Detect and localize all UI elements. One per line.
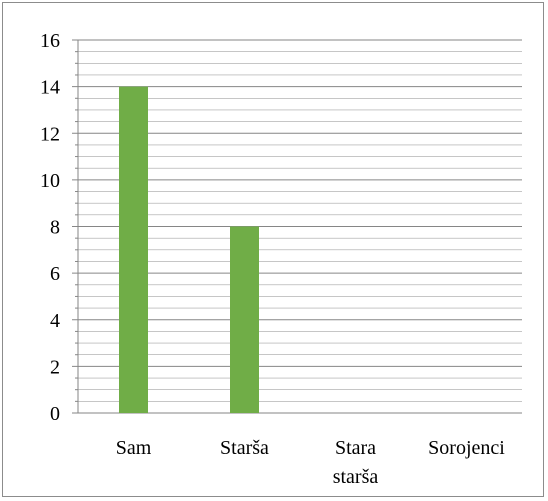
x-category-label-line: Stara xyxy=(335,437,376,459)
y-tick-label: 16 xyxy=(40,30,60,52)
y-tick-label: 14 xyxy=(40,77,60,99)
y-tick-label: 2 xyxy=(50,356,60,378)
axes xyxy=(72,39,522,414)
x-category-label: Stara starša xyxy=(333,437,379,488)
x-category-label: Starša xyxy=(220,437,269,459)
x-category-label: Sorojenci xyxy=(428,437,505,459)
y-tick-label: 8 xyxy=(50,217,60,239)
x-category-label: Sam xyxy=(116,437,152,459)
bar xyxy=(119,86,148,413)
x-category-label-line: Sam xyxy=(116,437,152,459)
x-category-label-line: Sorojenci xyxy=(428,437,505,459)
y-axis-tick-labels: 0 2 4 6 8 10 12 14 16 xyxy=(40,30,60,425)
bar xyxy=(230,226,259,413)
bars xyxy=(119,86,259,413)
grid-lines xyxy=(78,39,522,402)
x-category-label-line: Starša xyxy=(220,437,269,459)
y-tick-label: 0 xyxy=(50,403,60,425)
x-category-label-line: starša xyxy=(333,466,379,488)
y-tick-label: 4 xyxy=(50,310,60,332)
x-axis-category-labels: Sam Starša Stara starša Sorojenci xyxy=(116,437,506,488)
y-tick-label: 6 xyxy=(50,263,60,285)
y-tick-label: 10 xyxy=(40,170,60,192)
chart-frame xyxy=(2,2,544,497)
y-tick-label: 12 xyxy=(40,123,60,145)
